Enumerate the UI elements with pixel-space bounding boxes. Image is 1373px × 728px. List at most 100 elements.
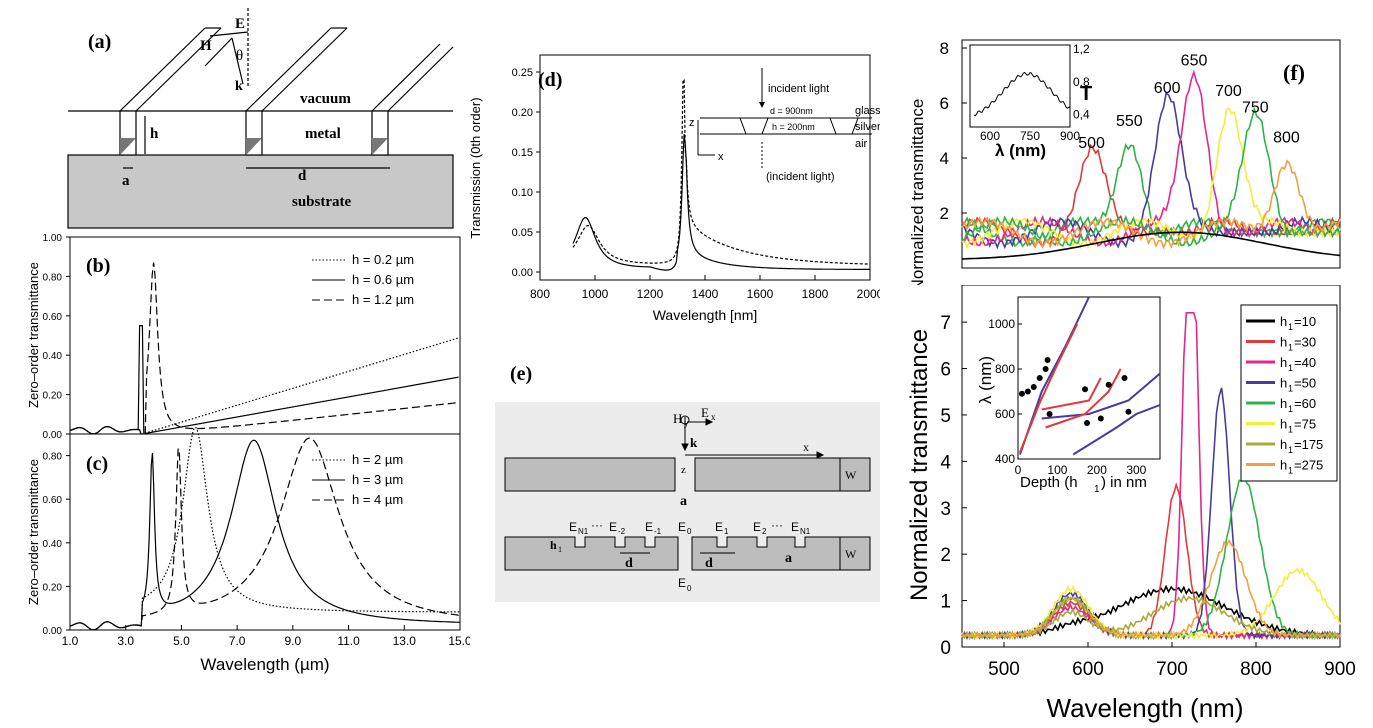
- inset-d-label: d = 900nm: [770, 106, 813, 116]
- panel-d-xtick: 1800: [802, 287, 829, 301]
- panel-b-ylabel: Zero–order transmittance: [26, 262, 41, 408]
- vacuum-label: vacuum: [300, 91, 351, 107]
- f-series-650: [961, 69, 1341, 248]
- panel-f-label: (f): [1283, 60, 1305, 85]
- f-inset-xlabel: λ (nm): [995, 141, 1046, 160]
- legend-sub: 1: [1288, 466, 1293, 476]
- ex-label: E: [701, 405, 709, 420]
- f-series-500: [961, 143, 1341, 249]
- panel-g-ytick: 2: [940, 545, 951, 566]
- g-inset-point: [1042, 366, 1049, 372]
- f-series-700: [961, 107, 1341, 250]
- period-label: d: [298, 168, 307, 184]
- panel-g-ytick: 3: [940, 499, 951, 520]
- panel-f-chart: 2 4 6 8 Normalized transmittance (f) 500 550…: [908, 39, 1341, 285]
- panel-f-ytick: 4: [940, 149, 949, 168]
- panel-c-xtick: 1.0: [62, 634, 79, 648]
- legend-c-3: h = 4 µm: [352, 492, 403, 507]
- f-inset-ytick: 1,2: [1073, 42, 1090, 56]
- legend-val: =50: [1294, 376, 1316, 391]
- f-series-baseline: [961, 231, 1341, 260]
- e-z-label: z: [681, 464, 686, 476]
- e-k-label: k: [690, 435, 698, 450]
- panel-f-ytick: 2: [940, 204, 949, 223]
- panel-f-ytick: 6: [940, 94, 949, 113]
- inset-air: air: [855, 138, 868, 150]
- legend-h: h: [1280, 396, 1287, 411]
- k-vector-label: k: [235, 79, 243, 94]
- peak-label: 550: [1116, 113, 1143, 130]
- panel-c-ytick: 0.40: [43, 539, 63, 550]
- panel-d-xtick: 1400: [692, 287, 719, 301]
- peak-label: 800: [1273, 130, 1300, 147]
- g-inset-line: [1041, 372, 1161, 420]
- panel-c-ytick: 0.20: [43, 582, 63, 593]
- g-inset-point: [1018, 390, 1025, 397]
- panel-e-label: (e): [510, 363, 532, 385]
- e-e1: E: [715, 520, 723, 534]
- e-d-right: d: [705, 556, 713, 571]
- g-inset-ytick: 400: [995, 452, 1015, 466]
- legend-h: h: [1280, 417, 1287, 432]
- panel-d-xtick: 2000: [857, 287, 880, 301]
- g-inset-ylabel: λ (nm): [976, 356, 995, 404]
- panel-c-ytick: 0.00: [43, 626, 63, 637]
- e-x-label: x: [803, 440, 809, 454]
- height-label: h: [150, 126, 159, 142]
- slit-width-label: a: [122, 173, 130, 189]
- theta-label: θ: [236, 48, 243, 64]
- g-inset-line: [1041, 377, 1102, 411]
- g-inset-xlabel-end: ) in nm: [1101, 474, 1147, 491]
- c-series-h3: [69, 439, 460, 631]
- e-h1-label: h: [550, 538, 557, 552]
- legend-b-1: h = 0.2 µm: [352, 252, 414, 267]
- legend-h: h: [1280, 437, 1287, 452]
- legend-b-2: h = 0.6 µm: [352, 272, 414, 287]
- peak-label: 650: [1181, 53, 1208, 70]
- g-inset-xtick: 0: [1015, 463, 1022, 477]
- panel-g-ytick: 4: [940, 452, 951, 473]
- panel-g-ytick: 5: [940, 406, 951, 427]
- g-inset-point: [1030, 384, 1037, 390]
- panel-d-xtick: 800: [530, 287, 550, 301]
- panel-d-ytick: 0.00: [512, 267, 533, 279]
- g-inset-point: [1121, 375, 1128, 381]
- panel-d-ytick: 0.15: [512, 147, 533, 159]
- legend-h: h: [1280, 335, 1287, 350]
- e-en1-left: E: [569, 520, 577, 534]
- e-e0prime: E: [678, 576, 686, 590]
- g-series-4: [961, 472, 1341, 641]
- g-inset-point: [1046, 411, 1053, 417]
- g-inset-point: [1105, 381, 1112, 388]
- e-e0prime-sub: 0: [687, 584, 692, 593]
- legend-sub: 1: [1288, 384, 1293, 394]
- d-series-dashed: [572, 79, 870, 265]
- e-w-bottom: W: [845, 547, 857, 561]
- f-inset-ytick: 0,8: [1073, 75, 1090, 89]
- legend-c-1: h = 2 µm: [352, 452, 403, 467]
- panel-d-ytick: 0.25: [512, 67, 533, 79]
- ex-sub: x: [711, 412, 716, 422]
- inset-glass: glass: [855, 105, 880, 117]
- g-inset-point: [1125, 408, 1132, 415]
- peak-label: 700: [1215, 83, 1242, 100]
- e-dots-left: ···: [591, 518, 603, 532]
- legend-val: =30: [1294, 335, 1316, 350]
- legend-val: =40: [1294, 355, 1316, 370]
- e-e2-sub: 2: [762, 527, 767, 536]
- f-inset-ylabel: T: [1080, 83, 1092, 105]
- g-inset-point: [1082, 386, 1089, 393]
- substrate-block: [67, 154, 454, 229]
- f-inset-xtick: 600: [980, 129, 1000, 143]
- panel-d-chart: 0.00 0.05 0.10 0.15 0.20 0.25 800 1000 1200 1400 1…: [468, 54, 880, 323]
- panel-d-xlabel: Wavelength [nm]: [653, 307, 758, 323]
- panel-b-ytick: 0.60: [43, 312, 63, 323]
- panel-g-xtick: 500: [988, 659, 1020, 680]
- g-inset-point: [1024, 388, 1031, 395]
- panel-c-xtick: 13.0: [393, 634, 417, 648]
- g-inset-ytick: 1000: [988, 317, 1015, 331]
- panel-d-ytick: 0.20: [512, 107, 533, 119]
- g-inset-xtick: 200: [1087, 463, 1107, 477]
- peak-label: 750: [1242, 99, 1269, 116]
- panel-g-ytick: 7: [940, 313, 951, 334]
